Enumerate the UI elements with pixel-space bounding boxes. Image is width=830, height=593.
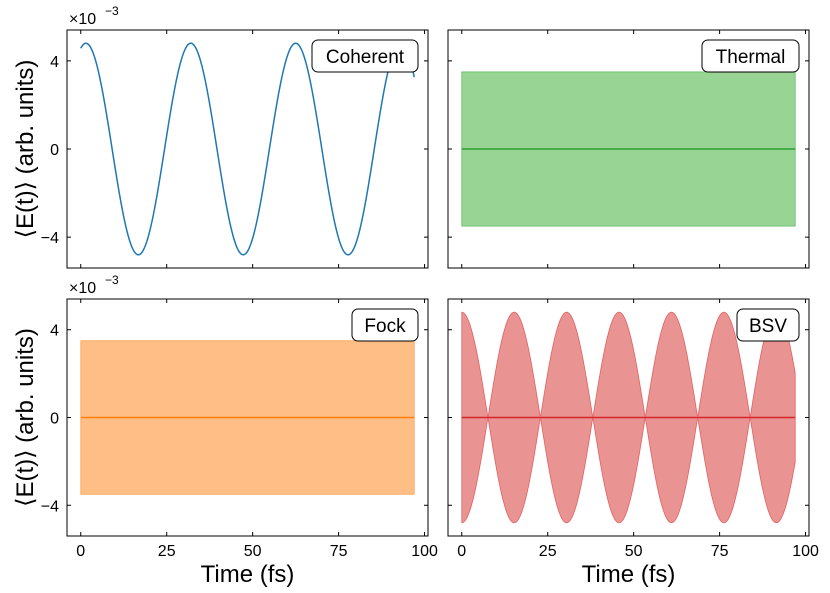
legend-thermal: Thermal [701, 39, 800, 73]
legend-box [736, 308, 800, 342]
x-tick-label: 0 [76, 543, 85, 560]
sci-exponent: −3 [105, 273, 119, 287]
x-tick-label: 50 [244, 543, 262, 560]
y-axis-label: ⟨E(t)⟩ (arb. units) [12, 328, 39, 507]
series-line-coherent [80, 42, 415, 256]
legend-label-coherent: Coherent [326, 47, 405, 68]
y-tick-label: −4 [41, 498, 59, 515]
panel-bsv: 0 25 50 75 100 Time (fs) BSV [447, 298, 819, 588]
data-layer-thermal [461, 71, 796, 227]
x-tick-label: 75 [711, 543, 729, 560]
legend-fock: Fock [351, 308, 419, 342]
x-tick-label: 25 [539, 543, 557, 560]
legend-label-fock: Fock [364, 316, 406, 337]
legend-box [351, 308, 419, 342]
y-axis-label: ⟨E(t)⟩ (arb. units) [12, 60, 39, 239]
legend-label-thermal: Thermal [716, 47, 786, 68]
data-layer-coherent [80, 42, 415, 256]
x-tick-label: 100 [411, 543, 438, 560]
legend-box [701, 39, 800, 73]
y-tick-label: 0 [50, 411, 59, 428]
sci-multiplier: ×10 [69, 280, 96, 297]
legend-box [311, 39, 419, 73]
y-tick-label: 4 [50, 54, 59, 71]
legend-coherent: Coherent [311, 39, 419, 73]
data-layer-fock [80, 340, 415, 495]
data-layer-bsv [461, 311, 796, 524]
x-tick-label: 100 [792, 543, 819, 560]
legend-bsv: BSV [736, 308, 800, 342]
x-tick-label: 50 [625, 543, 643, 560]
y-tick-label: −4 [41, 230, 59, 247]
x-tick-label: 25 [158, 543, 176, 560]
x-axis-label: Time (fs) [582, 561, 676, 588]
sci-multiplier: ×10 [69, 11, 96, 28]
y-tick-label: 4 [50, 323, 59, 340]
x-tick-label: 0 [457, 543, 466, 560]
x-axis-label: Time (fs) [201, 561, 295, 588]
panel-fock: −4 0 4 0 25 50 75 100 ×10 −3 ⟨E(t)⟩ (arb. units) Ti… [12, 273, 438, 588]
panel-coherent: −4 0 4 ×10 −3 ⟨E(t)⟩ (arb. units) Coherent [12, 4, 429, 269]
sci-exponent: −3 [105, 4, 119, 18]
x-tick-label: 75 [330, 543, 348, 560]
y-tick-label: 0 [50, 142, 59, 159]
panel-thermal: Thermal [447, 29, 810, 269]
legend-label-bsv: BSV [749, 316, 787, 337]
